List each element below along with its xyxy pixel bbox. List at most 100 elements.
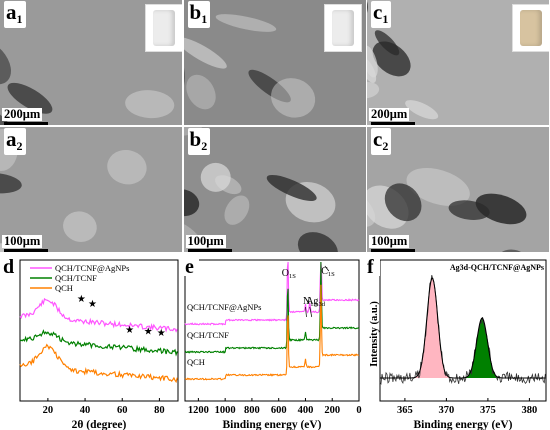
- panel-letter: a: [6, 127, 17, 151]
- panel-subscript: 1: [201, 12, 208, 26]
- x-tick-label: 375: [480, 405, 496, 416]
- scale-bar-label: 100μm: [369, 234, 410, 248]
- pore-shape: [499, 249, 525, 252]
- pore-shape: [0, 172, 22, 194]
- xps-survey-chart: QCH/TCNF@AgNPs QCH/TCNF QCH O1S N1S Ag3d C1S 12…: [183, 254, 366, 430]
- sem-panel-c2: c2 100μm: [367, 127, 549, 252]
- wall-shape: [405, 100, 439, 120]
- pore-shape: [247, 69, 291, 103]
- plot-frame: [184, 259, 360, 402]
- panel-letter-bg: [0, 254, 18, 276]
- peak-marker: ★: [77, 294, 86, 305]
- x-axis-label: 2θ (degree): [72, 419, 127, 430]
- pore-shape: [183, 45, 185, 109]
- series-line-QCH: [184, 284, 360, 381]
- panel-letter: c: [373, 0, 383, 24]
- fitted-peak-2: [457, 318, 507, 378]
- wall-shape: [215, 14, 276, 32]
- wall-shape: [125, 90, 175, 119]
- sem-micrograph-texture: [367, 167, 527, 252]
- x-tick-label: 1200: [188, 405, 209, 416]
- peak-label-sub: 1S: [289, 273, 296, 280]
- x-tick-label: 380: [522, 405, 538, 416]
- x-tick-label: 60: [117, 405, 128, 416]
- series-label: QCH/TCNF@AgNPs: [187, 302, 261, 312]
- series-line-QCH/TCNF: [184, 261, 360, 354]
- series-line-QCH: [19, 343, 178, 384]
- sem-panel-a1: a1 200μm: [0, 0, 182, 125]
- panel-label-c1: c1: [371, 0, 392, 28]
- pore-shape: [0, 39, 11, 85]
- peak-label-O: O1S: [282, 268, 296, 280]
- panel-letter: b: [189, 127, 202, 151]
- scale-bar: [371, 122, 415, 125]
- x-tick-label: 200: [324, 405, 340, 416]
- panel-label-a1: a1: [4, 1, 26, 28]
- sample-photo-inset: [323, 4, 362, 52]
- x-tick-label: 365: [397, 405, 413, 416]
- sem-panel-b1: b1: [183, 0, 366, 125]
- sem-panel-c1: c1 200μm: [367, 0, 549, 125]
- xrd-chart: QCH/TCNF@AgNPs QCH/TCNF QCH ★ ★ ★ ★ ★ 20 40 60 80 2θ…: [0, 254, 183, 430]
- peak-label-sub: 1S: [310, 301, 317, 308]
- wall-shape: [367, 227, 368, 252]
- panel-letter-bg: [183, 254, 199, 276]
- panel-letter: b: [189, 0, 202, 24]
- sem-panel-a2: a2 100μm: [0, 127, 182, 252]
- wall-shape: [63, 211, 97, 242]
- legend-label: QCH/TCNF: [55, 273, 97, 283]
- panel-label-a2: a2: [4, 128, 26, 155]
- pore-shape: [7, 82, 53, 114]
- series-line-QCH/TCNF: [19, 329, 178, 357]
- series-line-QCH/TCNF@AgNPs: [19, 297, 178, 333]
- y-axis-label: Intensity (a.u.): [369, 301, 380, 367]
- plot-frame: [379, 259, 547, 402]
- wall-shape: [223, 195, 249, 225]
- x-tick-label: 20: [43, 405, 54, 416]
- panel-subscript: 1: [382, 12, 389, 26]
- x-tick-label: 40: [80, 405, 91, 416]
- sample-photo-inset: [512, 4, 549, 52]
- scale-bar-label: 200μm: [369, 107, 410, 121]
- wall-shape: [107, 149, 147, 185]
- peak-marker: ★: [125, 325, 134, 336]
- scale-bar-label: 100μm: [185, 234, 226, 248]
- panel-subscript: 2: [201, 139, 208, 153]
- panel-letter: c: [373, 127, 383, 151]
- peak-pointer: [305, 306, 307, 318]
- sem-panel-b2: b2 100μm: [183, 127, 366, 252]
- wall-shape: [185, 74, 216, 110]
- peak-label-C: C1S: [321, 266, 335, 278]
- series-line-QCH/TCNF@AgNPs: [184, 261, 360, 326]
- raw-spectrum: [379, 275, 546, 386]
- chart-title: Ag3d-QCH/TCNF@AgNPs: [450, 263, 544, 272]
- panel-subscript: 1: [16, 12, 23, 26]
- plot-frame: [19, 259, 179, 402]
- panel-letter: d: [3, 256, 14, 278]
- scale-bar: [4, 122, 48, 125]
- pore-shape: [297, 232, 338, 252]
- pore-shape: [475, 193, 527, 225]
- sem-micrograph-texture: [0, 39, 175, 125]
- pore-shape: [372, 41, 411, 77]
- panel-subscript: 2: [16, 139, 23, 153]
- legend-label: QCH/TCNF@AgNPs: [55, 263, 129, 273]
- x-tick-label: 80: [154, 405, 165, 416]
- x-axis-label: Binding energy (eV): [222, 419, 321, 430]
- fitted-peak-1: [407, 278, 458, 378]
- pore-shape: [448, 200, 490, 220]
- ag3d-chart: Ag3d-QCH/TCNF@AgNPs 365 370 375 380 Binding e…: [366, 254, 550, 430]
- x-tick-label: 400: [298, 405, 314, 416]
- wall-shape: [367, 82, 380, 99]
- panel-letter: f: [367, 256, 374, 278]
- wall-shape: [183, 37, 227, 69]
- series-label: QCH: [187, 357, 205, 367]
- ag3d-plot: Ag3d-QCH/TCNF@AgNPs 365 370 375 380 Binding e…: [366, 254, 547, 430]
- sample-cylinder: [331, 10, 354, 46]
- x-tick-label: 600: [271, 405, 287, 416]
- series-label: QCH/TCNF: [187, 330, 229, 340]
- x-tick-label: 370: [439, 405, 455, 416]
- peak-pointer: [309, 306, 313, 318]
- scale-bar: [187, 249, 232, 252]
